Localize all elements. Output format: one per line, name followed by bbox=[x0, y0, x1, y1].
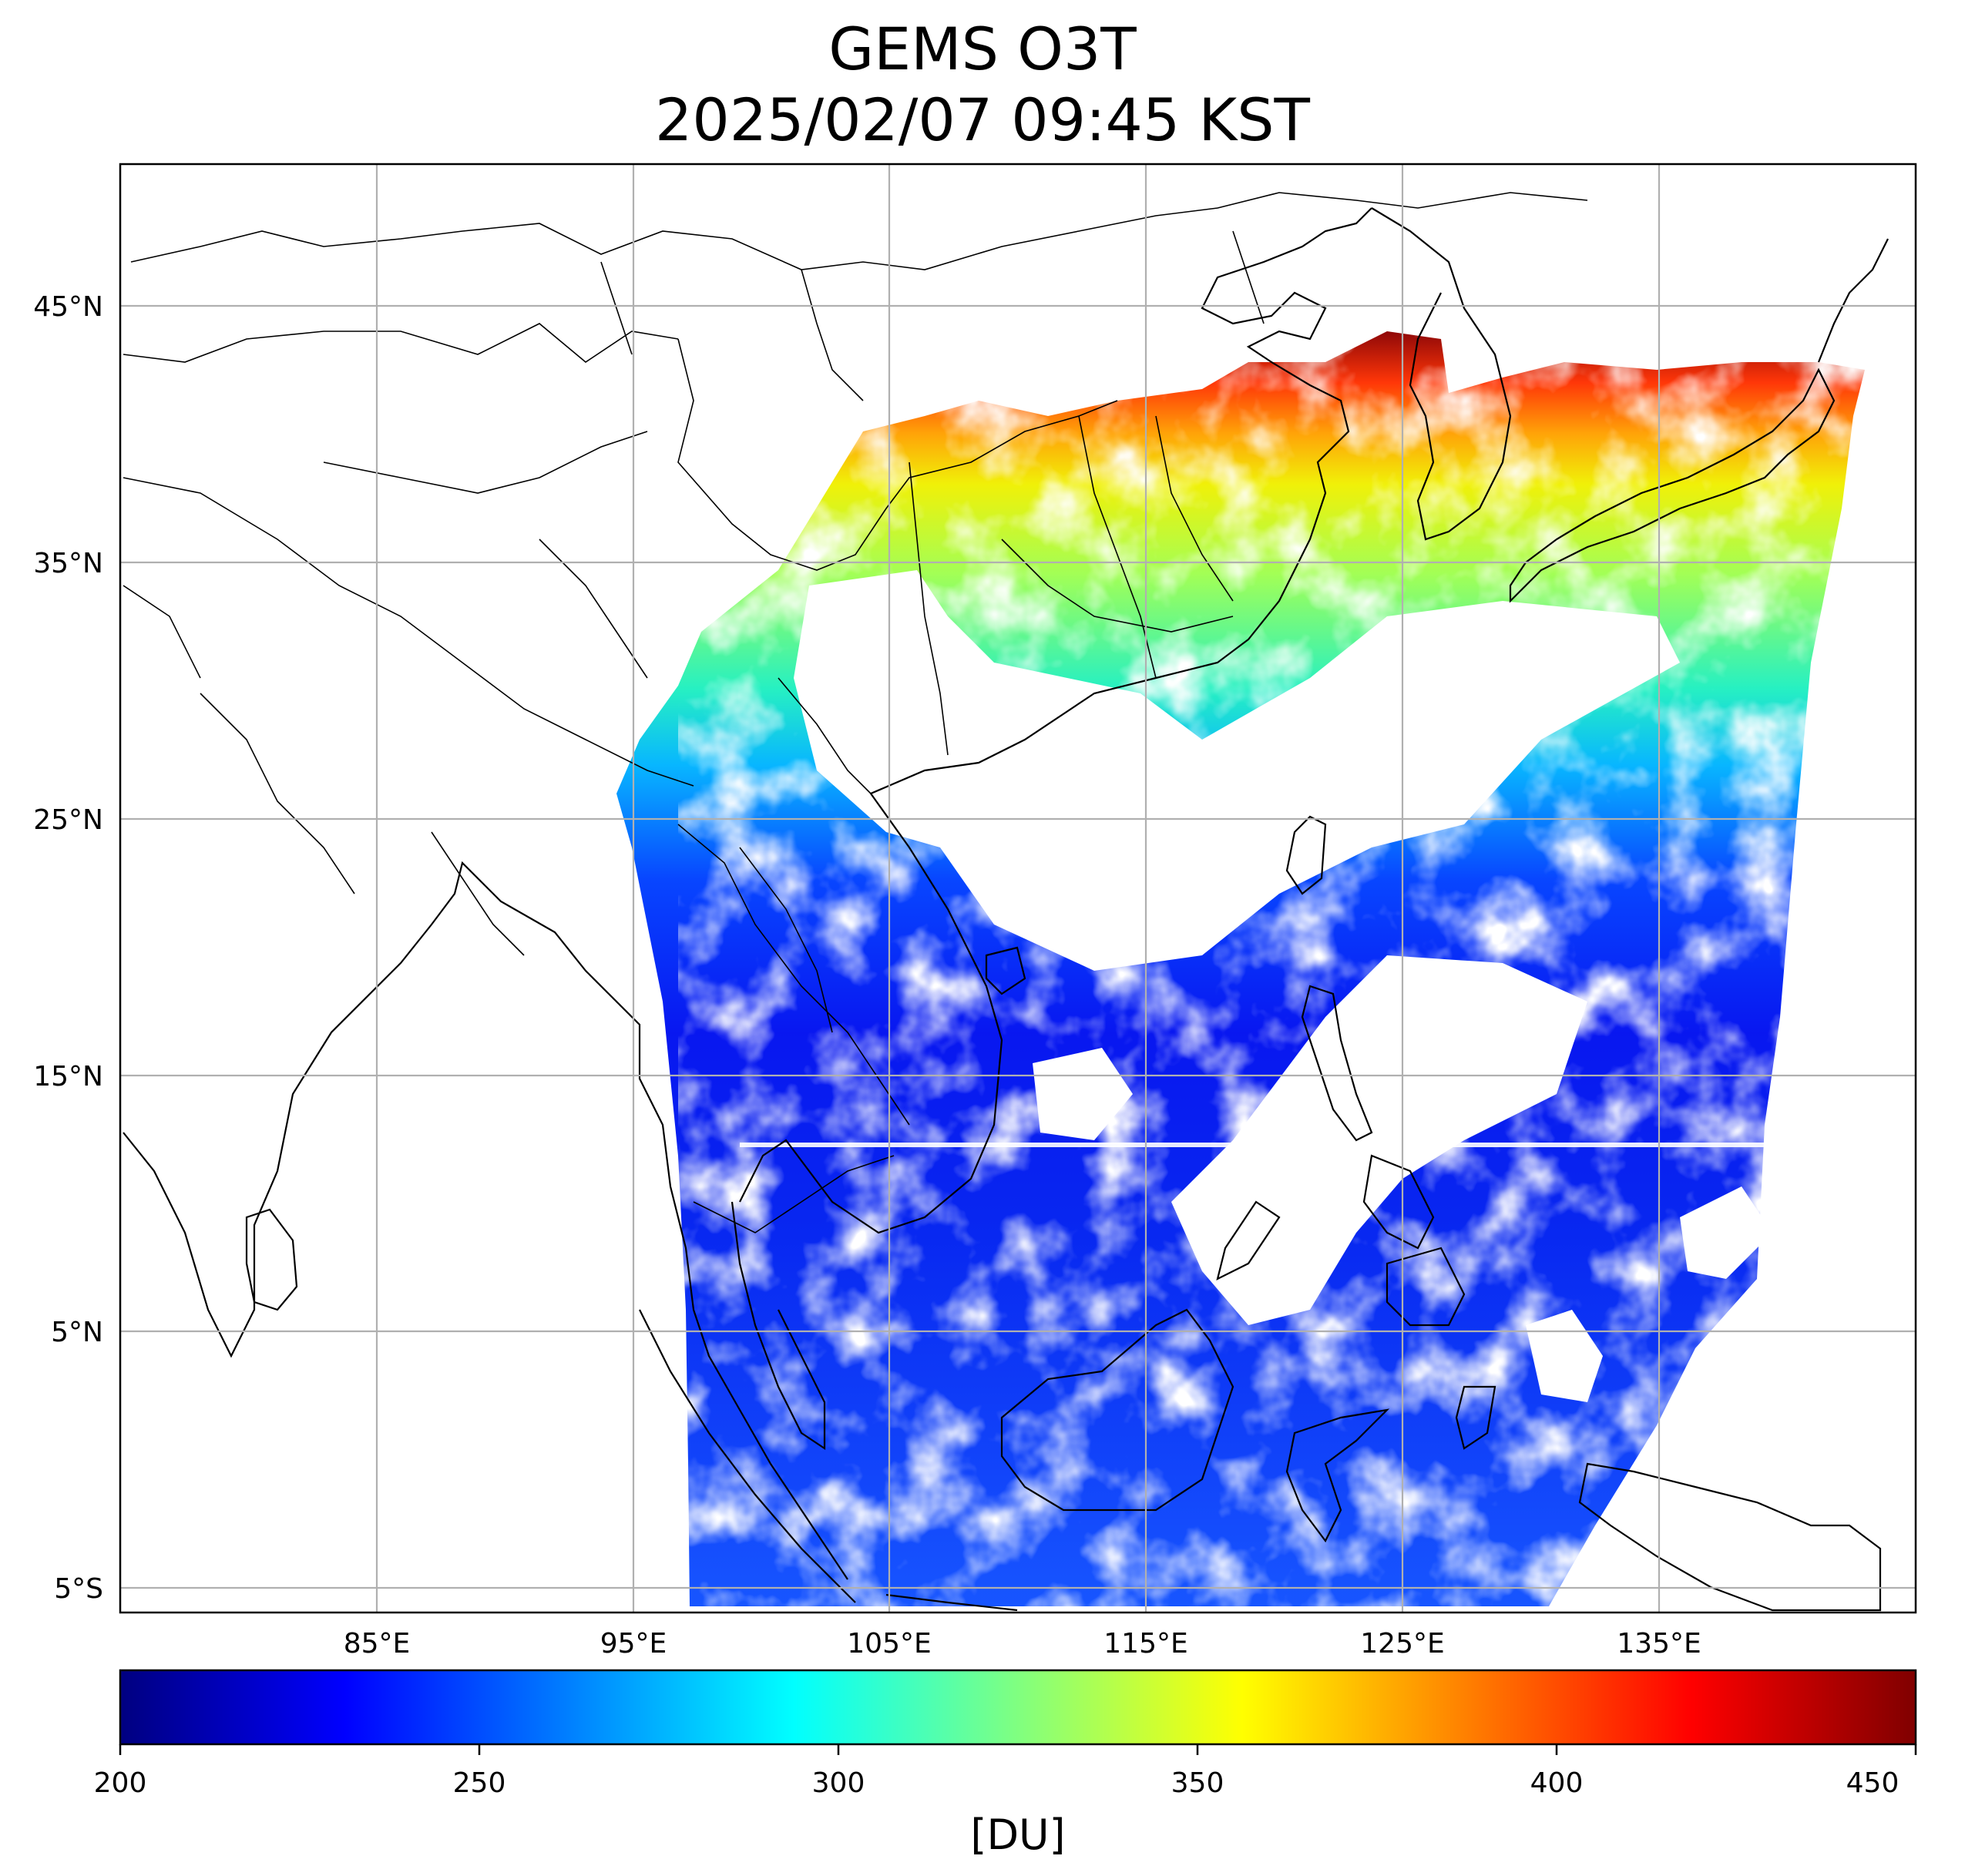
lat-tick-label: 35°N bbox=[33, 548, 103, 579]
gridlines bbox=[120, 164, 1916, 1613]
lat-tick-label: 5°S bbox=[54, 1573, 103, 1605]
lon-tick-label: 115°E bbox=[1103, 1628, 1187, 1660]
map-frame bbox=[119, 163, 1917, 1614]
ozone-swath bbox=[616, 324, 1880, 1613]
map-subtitle: 2025/02/07 09:45 KST bbox=[655, 86, 1310, 154]
map-title: GEMS O3T bbox=[828, 15, 1137, 83]
lat-tick-label: 25°N bbox=[33, 804, 103, 836]
colorbar-tick-label: 350 bbox=[1171, 1767, 1224, 1799]
colorbar-tick-label: 200 bbox=[94, 1767, 147, 1799]
country-borders bbox=[123, 192, 1588, 1233]
colorbar-tick-label: 250 bbox=[453, 1767, 506, 1799]
lon-tick-label: 85°E bbox=[344, 1628, 411, 1660]
colorbar-tick-label: 300 bbox=[812, 1767, 865, 1799]
lat-tick-label: 15°N bbox=[33, 1061, 103, 1092]
lat-tick-label: 45°N bbox=[33, 291, 103, 323]
colorbar-tick-label: 450 bbox=[1846, 1767, 1900, 1799]
lat-tick-label: 5°N bbox=[51, 1317, 103, 1348]
colorbar-tick-label: 400 bbox=[1530, 1767, 1584, 1799]
colorbar-label: [DU] bbox=[970, 1811, 1065, 1859]
colorbar-tick-labels: 200 250 300 350 400 450 bbox=[94, 1767, 1900, 1799]
map-area bbox=[120, 164, 1916, 1613]
coastlines bbox=[123, 207, 1889, 1612]
colorbar bbox=[119, 1669, 1917, 1746]
colorbar-ticks bbox=[119, 1744, 1917, 1755]
lon-tick-label: 135°E bbox=[1617, 1628, 1701, 1660]
lon-tick-label: 105°E bbox=[847, 1628, 931, 1660]
lat-tick-labels: 45°N 35°N 25°N 15°N 5°N 5°S bbox=[33, 291, 103, 1605]
lon-tick-label: 95°E bbox=[600, 1628, 667, 1660]
lon-tick-label: 125°E bbox=[1360, 1628, 1444, 1660]
lon-tick-labels: 85°E 95°E 105°E 115°E 125°E 135°E bbox=[344, 1628, 1701, 1660]
